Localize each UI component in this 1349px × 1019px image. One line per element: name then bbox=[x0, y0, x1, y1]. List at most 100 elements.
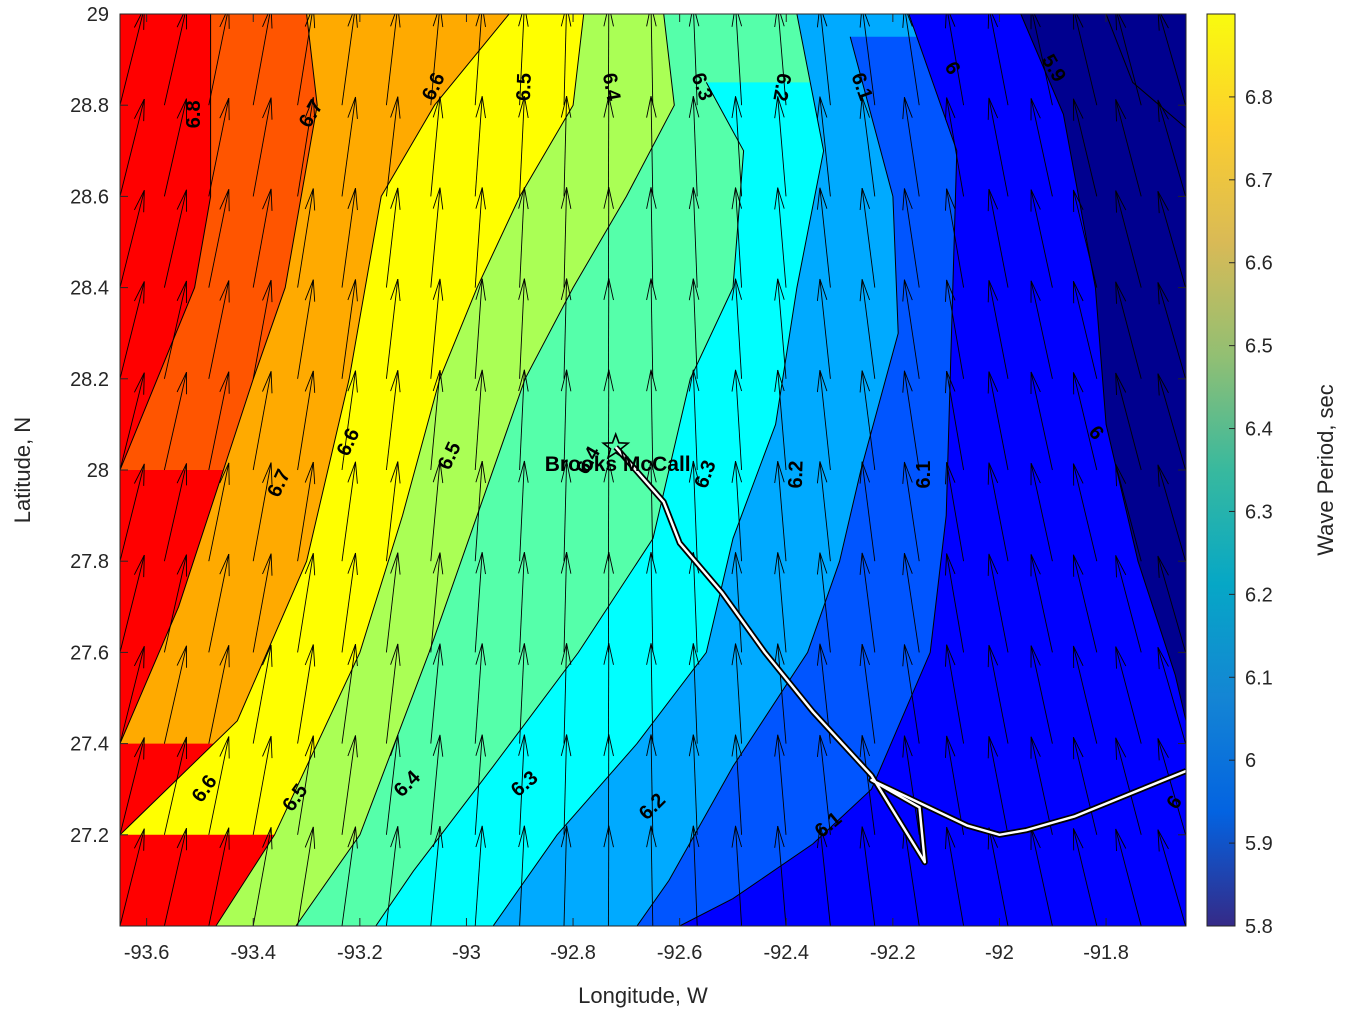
wave-vector bbox=[1157, 99, 1186, 197]
contour-line-6.2 bbox=[492, 14, 825, 926]
wave-vector-head bbox=[176, 98, 187, 121]
wave-vector bbox=[646, 369, 657, 471]
wave-vector bbox=[859, 370, 876, 471]
wave-vector-head bbox=[816, 734, 828, 757]
wave-vector bbox=[474, 14, 486, 106]
wave-vector-head bbox=[304, 188, 316, 211]
wave-vector-shaft bbox=[1157, 738, 1186, 835]
contour-label-6.4: 6.4 bbox=[598, 71, 625, 103]
wave-vector-shaft bbox=[650, 552, 654, 653]
wave-vector bbox=[1115, 555, 1142, 653]
wave-vector bbox=[163, 372, 187, 471]
wave-vector bbox=[474, 187, 486, 288]
wave-vector-head bbox=[304, 826, 316, 849]
wave-vector bbox=[341, 14, 358, 106]
wave-vector-shaft bbox=[1115, 281, 1142, 379]
wave-vector-shaft bbox=[474, 14, 483, 106]
wave-vector-head bbox=[475, 825, 486, 848]
wave-vector-head bbox=[646, 825, 657, 848]
wave-vector-shaft bbox=[1072, 737, 1098, 835]
wave-vector-shaft bbox=[474, 278, 483, 379]
contour-line-6.6 bbox=[120, 14, 510, 836]
wave-vector-shaft bbox=[519, 96, 525, 197]
wave-vector-head bbox=[518, 369, 529, 392]
wave-vector bbox=[646, 551, 657, 653]
wave-vector bbox=[252, 462, 273, 562]
wave-vector-shaft bbox=[963, 14, 964, 15]
wave-vector bbox=[987, 14, 1009, 106]
wave-vector-shaft bbox=[777, 552, 787, 653]
wave-vector bbox=[385, 278, 401, 379]
wave-vector bbox=[475, 14, 476, 15]
wave-vector bbox=[430, 96, 444, 197]
wave-vector-shaft bbox=[475, 14, 476, 15]
wave-vector-shaft bbox=[474, 552, 483, 653]
wave-vector bbox=[731, 96, 743, 197]
wave-vector-head bbox=[432, 825, 444, 848]
wave-vector bbox=[859, 96, 876, 197]
wave-vector-shaft bbox=[385, 552, 399, 653]
wave-vector-head bbox=[945, 826, 956, 850]
wave-vector-head bbox=[219, 827, 230, 850]
wave-vector-head bbox=[1072, 372, 1084, 395]
wave-vector bbox=[646, 460, 657, 562]
wave-vector-shaft bbox=[988, 97, 1009, 197]
wave-vector-head bbox=[347, 96, 358, 119]
colorbar-tick-label: 6.3 bbox=[1245, 501, 1273, 523]
wave-vector bbox=[1072, 189, 1098, 288]
wave-vector-shaft bbox=[341, 279, 356, 379]
wave-vector-head bbox=[1030, 645, 1041, 668]
wave-vector-head bbox=[133, 14, 145, 30]
wave-vector bbox=[252, 371, 273, 471]
wave-vector-head bbox=[518, 187, 529, 210]
wave-vector bbox=[163, 736, 187, 835]
wave-vector-head bbox=[688, 825, 700, 848]
wave-vector-head bbox=[1157, 14, 1169, 31]
wave-vector-shaft bbox=[120, 372, 145, 471]
wave-vector-head bbox=[1072, 463, 1084, 486]
wave-vector-head bbox=[774, 14, 785, 28]
wave-vector-head bbox=[133, 372, 145, 395]
wave-vector-shaft bbox=[819, 96, 831, 197]
wave-vector-head bbox=[816, 826, 828, 849]
wave-vector-shaft bbox=[1115, 646, 1142, 744]
wave-vector-shaft bbox=[735, 643, 743, 744]
wave-vector bbox=[518, 14, 529, 106]
wave-vector bbox=[945, 826, 965, 926]
wave-vector bbox=[1115, 190, 1142, 288]
wave-vector-shaft bbox=[741, 14, 742, 15]
wave-vector-head bbox=[859, 735, 871, 758]
wave-vector-head bbox=[518, 96, 529, 118]
wave-vector-head bbox=[731, 369, 743, 392]
colorbar-tick-label: 6.7 bbox=[1245, 170, 1273, 192]
wave-vector bbox=[474, 734, 486, 835]
wave-vector-head bbox=[432, 369, 444, 392]
wave-vector-head bbox=[646, 187, 657, 209]
wave-vector-head bbox=[731, 552, 743, 575]
wave-vector-head bbox=[688, 369, 700, 392]
wave-vector-head bbox=[304, 279, 316, 302]
wave-vector bbox=[560, 278, 572, 379]
wave-vector bbox=[688, 96, 700, 197]
wave-vector-shaft bbox=[163, 463, 187, 562]
colorbar-tick-label: 6 bbox=[1245, 750, 1256, 772]
wave-vector-shaft bbox=[1030, 827, 1053, 926]
wave-vector-head bbox=[1157, 282, 1169, 305]
wave-vector bbox=[902, 735, 920, 835]
wave-vector bbox=[163, 280, 187, 379]
wave-vector-head bbox=[390, 826, 401, 849]
wave-vector-shaft bbox=[430, 14, 432, 15]
wave-vector-head bbox=[774, 552, 785, 575]
wave-vector-head bbox=[902, 461, 913, 484]
wave-vector bbox=[474, 369, 486, 471]
wave-vector-shaft bbox=[1030, 98, 1053, 197]
wave-vector-shaft bbox=[474, 825, 483, 926]
wave-vector-shaft bbox=[903, 735, 920, 835]
wave-vector-shaft bbox=[650, 825, 654, 926]
wave-vector bbox=[297, 735, 316, 835]
wave-vector bbox=[816, 734, 831, 835]
wave-vector bbox=[297, 370, 316, 471]
y-tick-label: 27.8 bbox=[70, 551, 109, 573]
wave-vector-head bbox=[262, 97, 273, 120]
y-tick-label: 28.4 bbox=[70, 278, 109, 300]
